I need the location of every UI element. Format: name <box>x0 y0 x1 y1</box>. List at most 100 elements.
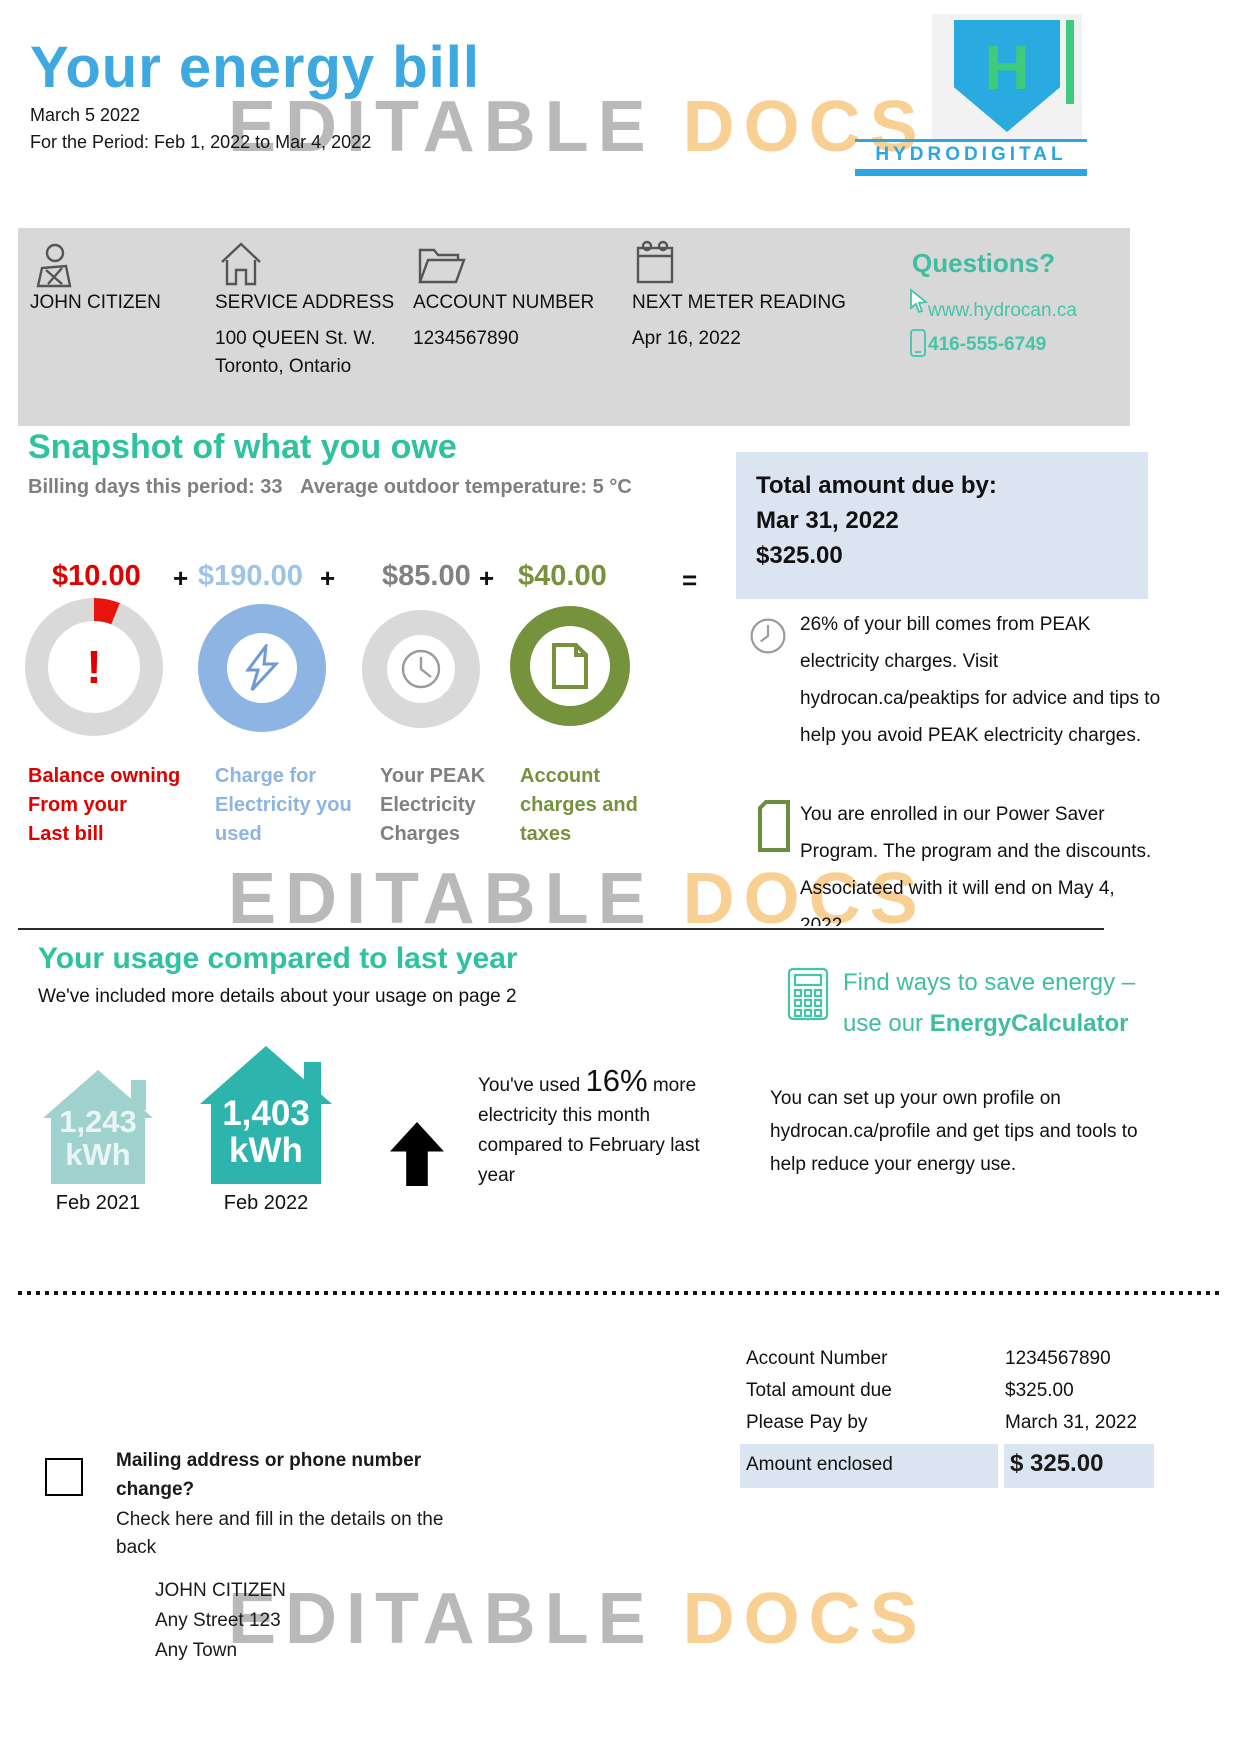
mailing-change-question: Mailing address or phone number change? <box>116 1450 422 1500</box>
energy-calculator-link[interactable]: EnergyCalculator <box>929 1010 1129 1037</box>
stub-total-label: Total amount due <box>746 1380 892 1401</box>
balance-ring-center: ! <box>48 621 140 713</box>
charges-ring <box>510 606 630 726</box>
calendar-icon <box>634 238 676 286</box>
watermark-middle: EDITABLE DOCS <box>228 859 927 939</box>
stub-account-value: 1234567890 <box>1005 1348 1111 1369</box>
plus-sign-2: + <box>320 563 336 593</box>
amount-peak: $85.00 <box>382 560 471 592</box>
green-document-icon <box>756 800 792 852</box>
peak-ring <box>362 610 480 728</box>
meter-reading-value: Apr 16, 2022 <box>632 328 741 349</box>
amount-charges: $40.00 <box>518 560 607 592</box>
balance-ring: ! <box>25 598 163 736</box>
folder-icon <box>416 242 466 286</box>
amount-enclosed-value-cell <box>1004 1444 1154 1488</box>
save-energy-text: Find ways to save energy – use our Energ… <box>843 962 1163 1044</box>
snapshot-heading: Snapshot of what you owe <box>28 428 457 466</box>
website-link[interactable]: www.hydrocan.ca <box>928 300 1077 321</box>
house-last-year-value: 1,243 kWh <box>59 1104 137 1172</box>
caption-balance: Balance owning From your Last bill <box>28 765 181 845</box>
caption-charges: Account charges and taxes <box>520 765 638 845</box>
usage-comparison-text: You've used 16% more electricity this mo… <box>478 1063 700 1186</box>
equals-sign: = <box>682 565 698 595</box>
profile-note: You can set up your own profile on hydro… <box>770 1088 1138 1175</box>
total-due-box: Total amount due by: Mar 31, 2022 $325.0… <box>736 452 1148 599</box>
stub-total-value: $325.00 <box>1005 1380 1074 1401</box>
amount-enclosed-label-cell <box>740 1444 998 1488</box>
watermark-word-editable: EDITABLE <box>228 87 655 167</box>
account-number-value: 1234567890 <box>413 328 519 349</box>
small-clock-icon <box>748 616 788 656</box>
page-title: Your energy bill <box>30 35 481 100</box>
increase-arrow-icon <box>390 1122 444 1186</box>
billing-days: Billing days this period: 33 <box>28 476 283 498</box>
bill-date: March 5 2022 <box>30 105 141 125</box>
billing-period: For the Period: Feb 1, 2022 to Mar 4, 20… <box>30 132 372 152</box>
avg-temperature: Average outdoor temperature: 5 °C <box>300 476 632 498</box>
watermark-word-docs: DOCS <box>682 87 927 167</box>
save-energy-line1: Find ways to save energy – <box>843 969 1136 996</box>
charges-ring-center <box>530 626 610 706</box>
logo-letter: H <box>984 34 1030 103</box>
company-logo: H <box>932 14 1082 140</box>
document-icon <box>552 643 588 689</box>
usage-heading: Your usage compared to last year <box>38 942 518 975</box>
usage-percent: 16% <box>585 1063 648 1098</box>
house-last-year-label: Feb 2021 <box>55 1192 141 1214</box>
logo-name: HYDRODIGITAL <box>855 139 1087 176</box>
customer-info-bar <box>18 228 1130 426</box>
account-number-label: ACCOUNT NUMBER <box>413 292 595 313</box>
total-due-date: Mar 31, 2022 <box>756 507 899 534</box>
plus-sign-3: + <box>479 563 495 593</box>
customer-name: JOHN CITIZEN <box>30 292 161 313</box>
meter-reading-label: NEXT METER READING <box>632 292 846 313</box>
lightning-icon <box>245 644 280 692</box>
cursor-icon <box>908 288 930 314</box>
house-last-year: 1,243 kWh <box>39 1062 157 1184</box>
save-energy-line2-prefix: use our <box>843 1010 930 1037</box>
plus-sign-1: + <box>173 563 189 593</box>
house-this-year-value: 1,403 kWh <box>222 1094 310 1170</box>
stub-payby-label: Please Pay by <box>746 1412 868 1433</box>
total-due-amount: $325.00 <box>756 542 843 569</box>
service-address-line2: Toronto, Ontario <box>215 356 352 377</box>
service-address-label: SERVICE ADDRESS <box>215 292 395 313</box>
watermark-bottom: EDITABLE DOCS <box>228 1579 927 1659</box>
home-icon <box>218 240 264 288</box>
house-this-year: 1,403 kWh <box>198 1040 334 1184</box>
stub-payby-value: March 31, 2022 <box>1005 1412 1138 1433</box>
service-address-line1: 100 QUEEN St. W. <box>215 328 376 349</box>
phone-number: 416-555-6749 <box>928 334 1047 355</box>
peak-note: 26% of your bill comes from PEAK electri… <box>800 614 1161 746</box>
calculator-icon <box>786 966 830 1022</box>
tear-off-dotted-line <box>18 1291 1222 1295</box>
usage-subtitle: We've included more details about your u… <box>38 986 517 1007</box>
electricity-ring <box>198 604 326 732</box>
mailing-change-checkbox[interactable] <box>45 1458 83 1496</box>
clock-icon <box>401 649 441 689</box>
mailing-address: JOHN CITIZEN Any Street 123 Any Town <box>155 1580 286 1661</box>
exclamation-icon: ! <box>86 641 102 693</box>
section-divider <box>18 928 1104 930</box>
watermark-top: EDITABLE DOCS <box>228 86 927 168</box>
stub-enclosed-label: Amount enclosed <box>746 1454 893 1475</box>
person-icon <box>32 242 74 288</box>
amount-balance: $10.00 <box>52 560 141 592</box>
questions-heading: Questions? <box>912 248 1056 278</box>
house-this-year-label: Feb 2022 <box>223 1192 309 1214</box>
mailing-change-instruction: Check here and fill in the details on th… <box>116 1509 444 1558</box>
stub-enclosed-value: $ 325.00 <box>1010 1450 1104 1477</box>
total-due-label: Total amount due by: <box>756 472 997 499</box>
logo-shield-icon: H <box>954 20 1060 132</box>
caption-electricity: Charge for Electricity you used <box>215 765 352 845</box>
logo-accent-strip <box>1066 20 1074 104</box>
stub-account-label: Account Number <box>746 1348 888 1369</box>
peak-ring-center <box>387 635 455 703</box>
caption-peak: Your PEAK Electricity Charges <box>380 765 486 845</box>
amount-electricity: $190.00 <box>198 560 303 592</box>
phone-icon <box>908 328 928 358</box>
electricity-ring-center <box>227 633 297 703</box>
enrolled-note: You are enrolled in our Power Saver Prog… <box>800 804 1152 926</box>
